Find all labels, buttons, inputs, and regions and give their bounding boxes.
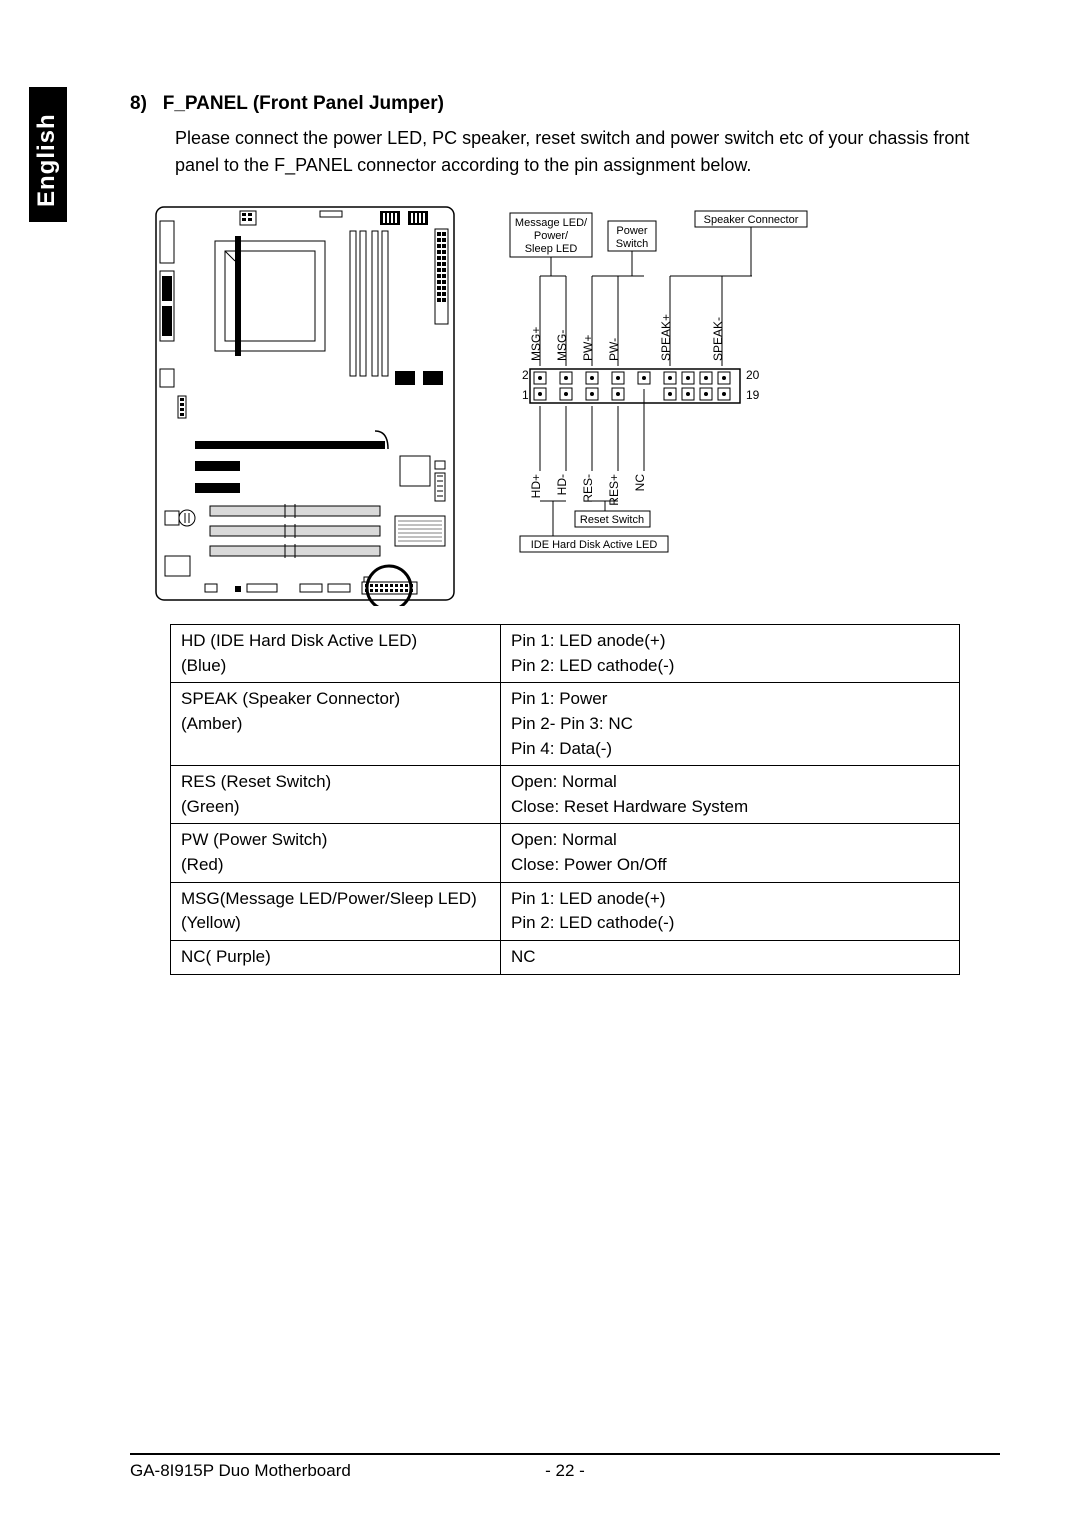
footer-page: - 22 - [545,1461,585,1481]
table-cell-right: Open: NormalClose: Reset Hardware System [501,766,960,824]
pin-speak-plus: SPEAK+ [659,314,673,361]
pin-res-minus: RES- [581,474,595,503]
intro-paragraph: Please connect the power LED, PC speaker… [175,125,1000,179]
hdd-box-label: IDE Hard Disk Active LED [531,539,658,551]
table-cell-left: HD (IDE Hard Disk Active LED)(Blue) [171,625,501,683]
table-row: SPEAK (Speaker Connector)(Amber)Pin 1: P… [171,683,960,766]
row-num-19: 19 [746,388,760,402]
table-row: HD (IDE Hard Disk Active LED)(Blue)Pin 1… [171,625,960,683]
pin-hd-plus: HD+ [529,474,543,498]
language-label: English [33,113,61,207]
table-cell-left: RES (Reset Switch)(Green) [171,766,501,824]
table-cell-right: NC [501,941,960,975]
pin-definition-table: HD (IDE Hard Disk Active LED)(Blue)Pin 1… [170,624,960,975]
table-row: PW (Power Switch)(Red)Open: NormalClose:… [171,824,960,882]
reset-box-label: Reset Switch [580,514,644,526]
section-heading: F_PANEL (Front Panel Jumper) [163,93,444,114]
row-num-2: 2 [522,368,529,382]
footer-product: GA-8I915P Duo Motherboard [130,1461,351,1481]
table-row: NC( Purple)NC [171,941,960,975]
row-num-1: 1 [522,388,529,402]
main-content: 8) F_PANEL (Front Panel Jumper) Please c… [130,93,1000,975]
pin-pw-plus: PW+ [581,335,595,361]
pin-msg-plus: MSG+ [529,327,543,361]
pin-nc: NC [633,474,647,492]
page-footer: GA-8I915P Duo Motherboard - 22 - [130,1453,1000,1481]
pin-msg-minus: MSG- [555,330,569,361]
section-title: 8) F_PANEL (Front Panel Jumper) [130,93,1000,115]
pin-speak-minus: SPEAK- [711,317,725,361]
pw-box-label: PowerSwitch [616,225,648,250]
row-num-20: 20 [746,368,760,382]
pin-pw-minus: PW- [607,338,621,361]
table-cell-left: SPEAK (Speaker Connector)(Amber) [171,683,501,766]
table-cell-left: PW (Power Switch)(Red) [171,824,501,882]
table-cell-right: Open: NormalClose: Power On/Off [501,824,960,882]
table-cell-right: Pin 1: LED anode(+)Pin 2: LED cathode(-) [501,625,960,683]
section-number: 8) [130,93,147,114]
pinout-diagram: Message LED/Power/Sleep LED PowerSwitch … [500,201,830,581]
table-cell-left: MSG(Message LED/Power/Sleep LED)(Yellow) [171,882,501,940]
speaker-box-label: Speaker Connector [704,214,799,226]
table-cell-left: NC( Purple) [171,941,501,975]
table-cell-right: Pin 1: LED anode(+)Pin 2: LED cathode(-) [501,882,960,940]
pin-hd-minus: HD- [555,474,569,495]
table-cell-right: Pin 1: PowerPin 2- Pin 3: NCPin 4: Data(… [501,683,960,766]
table-row: RES (Reset Switch)(Green)Open: NormalClo… [171,766,960,824]
diagram-row: Message LED/Power/Sleep LED PowerSwitch … [150,201,1000,606]
motherboard-diagram [150,201,460,606]
table-row: MSG(Message LED/Power/Sleep LED)(Yellow)… [171,882,960,940]
